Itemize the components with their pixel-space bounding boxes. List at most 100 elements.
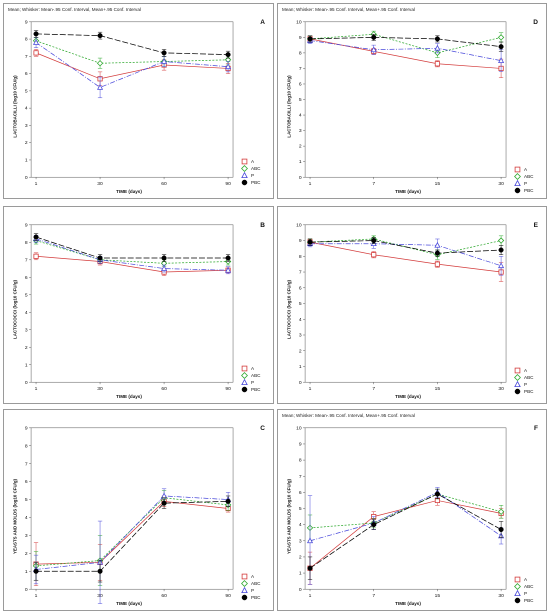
y-tick-label: 7	[299, 474, 302, 480]
legend-marker-abc	[513, 374, 522, 381]
x-tick-label: 60	[161, 386, 167, 392]
data-point	[225, 255, 231, 261]
data-point	[33, 234, 39, 240]
y-tick-label: 2	[25, 140, 28, 146]
legend-symbol-p	[241, 586, 248, 594]
series-a	[307, 35, 504, 79]
chart-panel-b: B 0 1 2 3 4 5 6 7 8 9 1 30 60 90 LACTOCOCCI (log10 CF…	[3, 206, 274, 404]
series-line-pbc	[35, 236, 229, 259]
plot-frame	[30, 224, 234, 383]
x-tick-label: 15	[435, 593, 441, 599]
legend-label-a: A	[251, 159, 255, 164]
data-point	[497, 237, 505, 244]
data-point	[161, 58, 168, 64]
y-axis-label: LACTOBACILLI (log10 CFU/g)	[12, 75, 18, 138]
legend-label-a: A	[524, 368, 528, 373]
legend-marker-p	[513, 179, 522, 187]
y-tick-label: 6	[299, 285, 302, 291]
legend-marker-abc	[513, 583, 522, 590]
series-line-abc	[35, 40, 229, 64]
legend-label-p: P	[524, 181, 528, 186]
chart-panel-e: E 0 1 2 3 4 5 6 7 8 9 10 1 7 15 30 LACTOCOCCI (log10 C…	[277, 206, 547, 404]
legend-label-abc: ABC	[524, 174, 534, 179]
series-line-abc	[309, 493, 502, 529]
data-point	[498, 526, 504, 533]
x-axis-label: TIME (days)	[116, 189, 142, 194]
data-point	[225, 63, 232, 70]
x-tick-label: 7	[372, 181, 375, 187]
legend-marker-a	[240, 158, 249, 165]
y-tick-label: 5	[299, 97, 302, 103]
legend-symbol-a	[241, 573, 248, 580]
legend-item-a: A	[513, 367, 533, 374]
legend-label-p: P	[524, 591, 528, 596]
y-tick-label: 7	[25, 54, 28, 60]
legend-label-p: P	[524, 382, 528, 387]
legend-marker-a	[513, 576, 522, 583]
legend-label-pbc: PBC	[524, 598, 534, 603]
data-point	[371, 252, 377, 258]
legend-item-p: P	[513, 380, 533, 388]
legend: A ABC P PBC	[240, 573, 260, 601]
legend-marker-a	[240, 573, 249, 580]
legend-marker-p	[240, 586, 249, 594]
chart-header: Mean; Whisker: Mean-.95 Conf. Interval, …	[282, 413, 415, 418]
y-tick-label: 0	[25, 587, 28, 593]
series-p	[306, 487, 505, 585]
legend-item-p: P	[240, 378, 260, 386]
y-tick-label: 9	[25, 425, 28, 431]
y-tick-label: 8	[25, 37, 28, 43]
y-tick-label: 5	[299, 506, 302, 512]
y-tick-label: 2	[299, 555, 302, 561]
y-axis-label: LACTOBACILLI (log10 CFU/g)	[286, 75, 292, 138]
series-line-p	[310, 243, 502, 267]
plot-frame	[304, 224, 507, 383]
legend-marker-a	[513, 367, 522, 374]
series-p	[32, 488, 232, 604]
y-tick-label: 10	[296, 19, 302, 25]
series-line-p	[35, 42, 229, 88]
legend-marker-p	[513, 380, 522, 388]
panel-label: D	[533, 19, 538, 26]
data-point	[307, 36, 313, 42]
legend-label-a: A	[251, 366, 255, 371]
data-point	[33, 39, 40, 45]
x-tick-label: 90	[225, 181, 231, 187]
legend-symbol-abc	[241, 165, 248, 172]
data-point	[434, 36, 440, 42]
y-tick-label: 4	[25, 106, 28, 112]
y-tick-label: 6	[299, 490, 302, 496]
series-pbc	[33, 233, 231, 262]
series-line-abc	[310, 33, 502, 54]
series-line-a	[36, 500, 229, 565]
x-axis-label: TIME (days)	[116, 394, 142, 399]
legend-item-pbc: PBC	[513, 187, 533, 194]
y-tick-label: 0	[299, 175, 302, 181]
data-point	[225, 52, 231, 58]
data-point	[33, 253, 39, 259]
y-tick-label: 8	[299, 254, 302, 260]
chart-panel-d: Mean; Whisker: Mean-.95 Conf. Interval, …	[277, 3, 547, 199]
series-pbc	[307, 237, 504, 257]
y-tick-label: 1	[299, 364, 302, 370]
y-tick-label: 3	[25, 123, 28, 129]
legend-marker-p	[513, 589, 522, 597]
panel-label: B	[260, 222, 265, 229]
series-abc	[32, 236, 232, 268]
series-line-a	[35, 52, 229, 80]
y-tick-label: 8	[25, 240, 28, 246]
legend-symbol-abc	[241, 372, 248, 379]
panel-label: F	[534, 425, 538, 432]
series-line-pbc	[309, 493, 502, 569]
legend-item-a: A	[240, 365, 260, 372]
legend-symbol-a	[514, 367, 521, 374]
legend-label-pbc: PBC	[251, 180, 261, 185]
legend-symbol-abc	[514, 374, 521, 381]
y-tick-label: 7	[25, 461, 28, 467]
y-tick-label: 6	[299, 82, 302, 88]
legend-label-pbc: PBC	[524, 188, 534, 193]
legend-item-pbc: PBC	[240, 179, 260, 186]
